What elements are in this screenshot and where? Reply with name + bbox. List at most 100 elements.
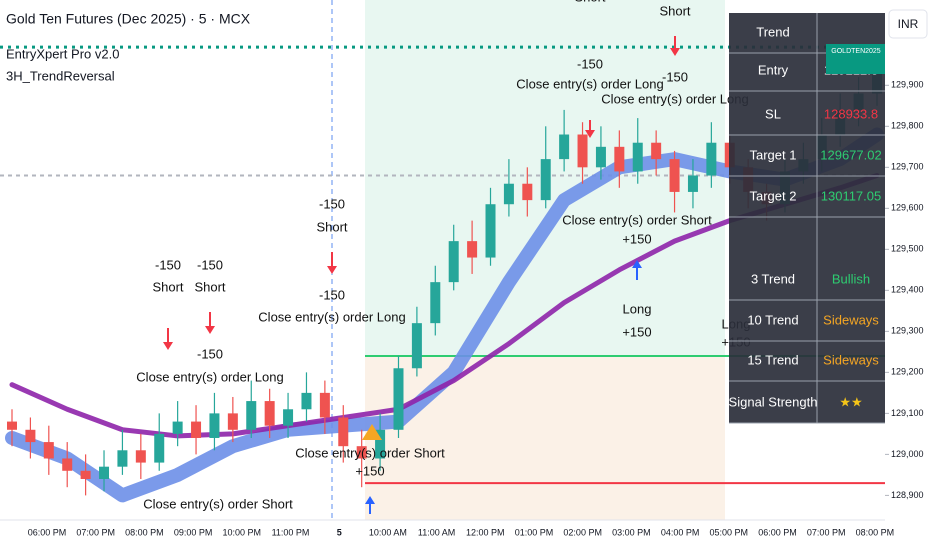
indicator-name: 3H_TrendReversal — [6, 68, 115, 83]
signal-close: Close entry(s) order Long — [258, 309, 405, 324]
candle-body — [43, 442, 54, 459]
table-label: Entry — [758, 62, 789, 77]
x-tick-label: 5 — [337, 527, 342, 537]
y-tick-label: 129,800 — [891, 121, 924, 131]
signal-pnl2: -150 — [197, 346, 223, 361]
x-tick-label: 08:00 PM — [856, 527, 895, 537]
signal-side: Long — [623, 301, 652, 316]
chart-title: Gold Ten Futures (Dec 2025) · 5 · MCX — [6, 11, 251, 27]
y-tick-label: 129,300 — [891, 326, 924, 336]
y-tick-label: 129,400 — [891, 285, 924, 295]
signal-pnl2: +150 — [355, 463, 384, 478]
x-tick-label: 02:00 PM — [563, 527, 602, 537]
table-label: Target 2 — [750, 188, 797, 203]
candle-body — [522, 183, 533, 201]
candle-body — [338, 417, 349, 447]
candle-body — [25, 429, 36, 443]
x-tick-label: 04:00 PM — [661, 527, 700, 537]
candle-body — [467, 241, 478, 258]
x-tick-label: 07:00 PM — [76, 527, 115, 537]
candle-body — [411, 323, 422, 369]
signal-pnl: +150 — [622, 324, 651, 339]
signal-pnl: -150 — [319, 196, 345, 211]
x-tick-label: 09:00 PM — [174, 527, 213, 537]
signal-arrow-head — [585, 130, 595, 138]
candle-body — [154, 433, 165, 463]
x-tick-label: 05:00 PM — [710, 527, 749, 537]
candle-body — [614, 146, 625, 172]
table-label: 3 Trend — [751, 271, 795, 286]
candle-body — [209, 413, 220, 438]
signal-close: Close entry(s) order Short — [562, 212, 712, 227]
signal-side: Short — [316, 219, 347, 234]
candle-body — [172, 421, 183, 434]
candle-body — [135, 450, 146, 463]
signal-close: Close entry(s) order Long — [136, 369, 283, 384]
y-tick-label: 129,700 — [891, 162, 924, 172]
currency[interactable]: INR — [898, 17, 919, 31]
table-label: SL — [765, 106, 781, 121]
signal-arrow-head — [163, 342, 173, 350]
candle-body — [448, 241, 459, 283]
signal-pnl2: +150 — [622, 231, 651, 246]
candle-body — [632, 142, 643, 172]
price-tag — [826, 44, 885, 74]
signal-arrow-head — [365, 496, 375, 504]
y-tick-label: 129,100 — [891, 408, 924, 418]
candle-body — [577, 134, 588, 168]
candle-body — [264, 401, 275, 426]
signal-side: Short — [152, 279, 183, 294]
candle-body — [301, 392, 312, 410]
table-value: 128933.8 — [824, 106, 878, 121]
candle-body — [375, 429, 386, 459]
signal-close: Close entry(s) order Short — [295, 445, 445, 460]
table-value: ★★ — [839, 394, 862, 409]
candle-body — [706, 142, 717, 176]
signal-pnl: -150 — [197, 257, 223, 272]
table-value: 129677.02 — [820, 147, 881, 162]
indicator-name: EntryXpert Pro v2.0 — [6, 46, 119, 61]
symbol-tag: GOLDTEN2025 — [831, 48, 881, 55]
signal-arrow-head — [327, 266, 337, 274]
table-label: Trend — [756, 24, 789, 39]
candle-body — [485, 204, 496, 258]
candle-body — [191, 421, 202, 438]
x-tick-label: 06:00 PM — [28, 527, 67, 537]
signal-side: Short — [574, 0, 605, 4]
signal-close: Close entry(s) order Short — [143, 496, 293, 511]
candle-body — [503, 183, 514, 205]
table-label: 15 Trend — [747, 352, 798, 367]
x-tick-label: 11:00 PM — [272, 527, 310, 537]
y-tick-label: 129,500 — [891, 244, 924, 254]
annotations: Short -150 Short -150 -150 Close entry(s) ord… — [136, 0, 751, 514]
signal-close: Close entry(s) order Long — [516, 76, 663, 91]
candle-body — [246, 401, 257, 430]
x-tick-label: 08:00 PM — [125, 527, 164, 537]
candle-body — [669, 159, 680, 192]
candle-body — [687, 175, 698, 192]
signal-arrow-head — [670, 48, 680, 56]
x-tick-label: 07:00 PM — [807, 527, 846, 537]
table-label: Signal Strength — [729, 394, 818, 409]
candle-body — [559, 134, 570, 160]
x-tick-label: 03:00 PM — [612, 527, 651, 537]
table-label: 10 Trend — [747, 312, 798, 327]
signal-side: Short — [659, 3, 690, 18]
candle-body — [356, 446, 367, 459]
table-bg — [729, 13, 885, 423]
candle-body — [430, 282, 441, 324]
signal-side: Short — [194, 279, 225, 294]
table-label: Target 1 — [750, 147, 797, 162]
currency-button[interactable] — [888, 9, 928, 39]
y-tick-label: 128,900 — [891, 490, 924, 500]
candle-body — [393, 368, 404, 430]
table-value: Sideways — [823, 352, 879, 367]
candle-body — [651, 142, 662, 160]
table-value: Bullish — [832, 271, 870, 286]
signal-arrow-head — [205, 326, 215, 334]
signal-arrow-head — [632, 260, 642, 268]
entry-marker — [362, 424, 382, 440]
